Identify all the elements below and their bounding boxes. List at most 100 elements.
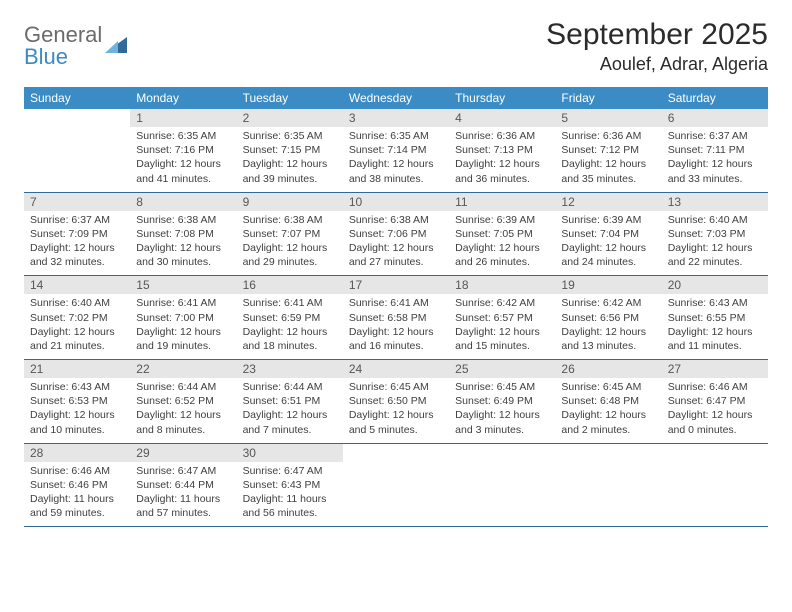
daylight-text: Daylight: 12 hours and 2 minutes. xyxy=(561,408,655,436)
sunset-text: Sunset: 7:06 PM xyxy=(349,227,443,241)
day-cell: 15Sunrise: 6:41 AMSunset: 7:00 PMDayligh… xyxy=(130,276,236,359)
day-number: 17 xyxy=(343,276,449,294)
daylight-text: Daylight: 12 hours and 35 minutes. xyxy=(561,157,655,185)
day-details: Sunrise: 6:35 AMSunset: 7:16 PMDaylight:… xyxy=(130,127,236,192)
daylight-text: Daylight: 12 hours and 29 minutes. xyxy=(243,241,337,269)
day-details: Sunrise: 6:46 AMSunset: 6:46 PMDaylight:… xyxy=(24,462,130,527)
day-details: Sunrise: 6:42 AMSunset: 6:57 PMDaylight:… xyxy=(449,294,555,359)
sunrise-text: Sunrise: 6:41 AM xyxy=(136,296,230,310)
day-details: Sunrise: 6:41 AMSunset: 7:00 PMDaylight:… xyxy=(130,294,236,359)
sunrise-text: Sunrise: 6:36 AM xyxy=(455,129,549,143)
daylight-text: Daylight: 12 hours and 33 minutes. xyxy=(668,157,762,185)
day-cell: 20Sunrise: 6:43 AMSunset: 6:55 PMDayligh… xyxy=(662,276,768,359)
day-number: 2 xyxy=(237,109,343,127)
daylight-text: Daylight: 12 hours and 26 minutes. xyxy=(455,241,549,269)
sunset-text: Sunset: 7:05 PM xyxy=(455,227,549,241)
sunset-text: Sunset: 6:44 PM xyxy=(136,478,230,492)
day-number: 10 xyxy=(343,193,449,211)
day-details: Sunrise: 6:37 AMSunset: 7:09 PMDaylight:… xyxy=(24,211,130,276)
day-number: 22 xyxy=(130,360,236,378)
sunset-text: Sunset: 6:46 PM xyxy=(30,478,124,492)
sunset-text: Sunset: 6:50 PM xyxy=(349,394,443,408)
sunrise-text: Sunrise: 6:46 AM xyxy=(668,380,762,394)
sunset-text: Sunset: 7:16 PM xyxy=(136,143,230,157)
daylight-text: Daylight: 12 hours and 13 minutes. xyxy=(561,325,655,353)
day-number: 28 xyxy=(24,444,130,462)
sunset-text: Sunset: 7:08 PM xyxy=(136,227,230,241)
day-details: Sunrise: 6:40 AMSunset: 7:02 PMDaylight:… xyxy=(24,294,130,359)
sunrise-text: Sunrise: 6:42 AM xyxy=(455,296,549,310)
day-details: Sunrise: 6:45 AMSunset: 6:48 PMDaylight:… xyxy=(555,378,661,443)
daylight-text: Daylight: 12 hours and 16 minutes. xyxy=(349,325,443,353)
sunrise-text: Sunrise: 6:43 AM xyxy=(30,380,124,394)
day-cell: 16Sunrise: 6:41 AMSunset: 6:59 PMDayligh… xyxy=(237,276,343,359)
day-number: 13 xyxy=(662,193,768,211)
sunrise-text: Sunrise: 6:44 AM xyxy=(136,380,230,394)
day-details: Sunrise: 6:39 AMSunset: 7:04 PMDaylight:… xyxy=(555,211,661,276)
day-number: 14 xyxy=(24,276,130,294)
sunrise-text: Sunrise: 6:38 AM xyxy=(136,213,230,227)
day-cell xyxy=(555,444,661,527)
day-details: Sunrise: 6:41 AMSunset: 6:58 PMDaylight:… xyxy=(343,294,449,359)
day-cell: 28Sunrise: 6:46 AMSunset: 6:46 PMDayligh… xyxy=(24,444,130,527)
weekday-header: Sunday xyxy=(24,87,130,109)
day-cell: 18Sunrise: 6:42 AMSunset: 6:57 PMDayligh… xyxy=(449,276,555,359)
day-details: Sunrise: 6:42 AMSunset: 6:56 PMDaylight:… xyxy=(555,294,661,359)
day-details: Sunrise: 6:40 AMSunset: 7:03 PMDaylight:… xyxy=(662,211,768,276)
day-cell: 19Sunrise: 6:42 AMSunset: 6:56 PMDayligh… xyxy=(555,276,661,359)
day-details: Sunrise: 6:36 AMSunset: 7:12 PMDaylight:… xyxy=(555,127,661,192)
day-cell: 4Sunrise: 6:36 AMSunset: 7:13 PMDaylight… xyxy=(449,109,555,192)
week-row: 21Sunrise: 6:43 AMSunset: 6:53 PMDayligh… xyxy=(24,360,768,444)
day-cell: 13Sunrise: 6:40 AMSunset: 7:03 PMDayligh… xyxy=(662,193,768,276)
sunrise-text: Sunrise: 6:43 AM xyxy=(668,296,762,310)
day-details: Sunrise: 6:41 AMSunset: 6:59 PMDaylight:… xyxy=(237,294,343,359)
day-number: 12 xyxy=(555,193,661,211)
sunset-text: Sunset: 6:56 PM xyxy=(561,311,655,325)
daylight-text: Daylight: 12 hours and 0 minutes. xyxy=(668,408,762,436)
daylight-text: Daylight: 12 hours and 15 minutes. xyxy=(455,325,549,353)
sunset-text: Sunset: 6:43 PM xyxy=(243,478,337,492)
sunrise-text: Sunrise: 6:36 AM xyxy=(561,129,655,143)
sunset-text: Sunset: 7:11 PM xyxy=(668,143,762,157)
day-cell xyxy=(449,444,555,527)
daylight-text: Daylight: 12 hours and 21 minutes. xyxy=(30,325,124,353)
calendar: Sunday Monday Tuesday Wednesday Thursday… xyxy=(24,87,768,527)
day-number: 20 xyxy=(662,276,768,294)
day-number: 3 xyxy=(343,109,449,127)
sunrise-text: Sunrise: 6:46 AM xyxy=(30,464,124,478)
day-details: Sunrise: 6:37 AMSunset: 7:11 PMDaylight:… xyxy=(662,127,768,192)
day-number: 29 xyxy=(130,444,236,462)
day-details: Sunrise: 6:38 AMSunset: 7:06 PMDaylight:… xyxy=(343,211,449,276)
day-cell: 29Sunrise: 6:47 AMSunset: 6:44 PMDayligh… xyxy=(130,444,236,527)
day-details: Sunrise: 6:47 AMSunset: 6:43 PMDaylight:… xyxy=(237,462,343,527)
day-number: 9 xyxy=(237,193,343,211)
weekday-header: Thursday xyxy=(449,87,555,109)
day-details: Sunrise: 6:44 AMSunset: 6:52 PMDaylight:… xyxy=(130,378,236,443)
day-details: Sunrise: 6:36 AMSunset: 7:13 PMDaylight:… xyxy=(449,127,555,192)
day-details: Sunrise: 6:43 AMSunset: 6:53 PMDaylight:… xyxy=(24,378,130,443)
day-number: 19 xyxy=(555,276,661,294)
day-cell: 27Sunrise: 6:46 AMSunset: 6:47 PMDayligh… xyxy=(662,360,768,443)
sunset-text: Sunset: 6:49 PM xyxy=(455,394,549,408)
day-cell xyxy=(24,109,130,192)
day-cell: 30Sunrise: 6:47 AMSunset: 6:43 PMDayligh… xyxy=(237,444,343,527)
day-number: 11 xyxy=(449,193,555,211)
day-number: 15 xyxy=(130,276,236,294)
daylight-text: Daylight: 12 hours and 27 minutes. xyxy=(349,241,443,269)
sunrise-text: Sunrise: 6:41 AM xyxy=(243,296,337,310)
daylight-text: Daylight: 12 hours and 39 minutes. xyxy=(243,157,337,185)
weeks-container: 1Sunrise: 6:35 AMSunset: 7:16 PMDaylight… xyxy=(24,109,768,527)
day-number: 25 xyxy=(449,360,555,378)
day-details: Sunrise: 6:38 AMSunset: 7:07 PMDaylight:… xyxy=(237,211,343,276)
sunset-text: Sunset: 6:53 PM xyxy=(30,394,124,408)
day-cell: 12Sunrise: 6:39 AMSunset: 7:04 PMDayligh… xyxy=(555,193,661,276)
sunrise-text: Sunrise: 6:47 AM xyxy=(136,464,230,478)
sunset-text: Sunset: 7:09 PM xyxy=(30,227,124,241)
logo-text-blue: Blue xyxy=(24,44,68,69)
sunset-text: Sunset: 6:52 PM xyxy=(136,394,230,408)
day-cell xyxy=(662,444,768,527)
sunrise-text: Sunrise: 6:47 AM xyxy=(243,464,337,478)
day-details: Sunrise: 6:35 AMSunset: 7:14 PMDaylight:… xyxy=(343,127,449,192)
sunset-text: Sunset: 7:13 PM xyxy=(455,143,549,157)
sunset-text: Sunset: 7:12 PM xyxy=(561,143,655,157)
